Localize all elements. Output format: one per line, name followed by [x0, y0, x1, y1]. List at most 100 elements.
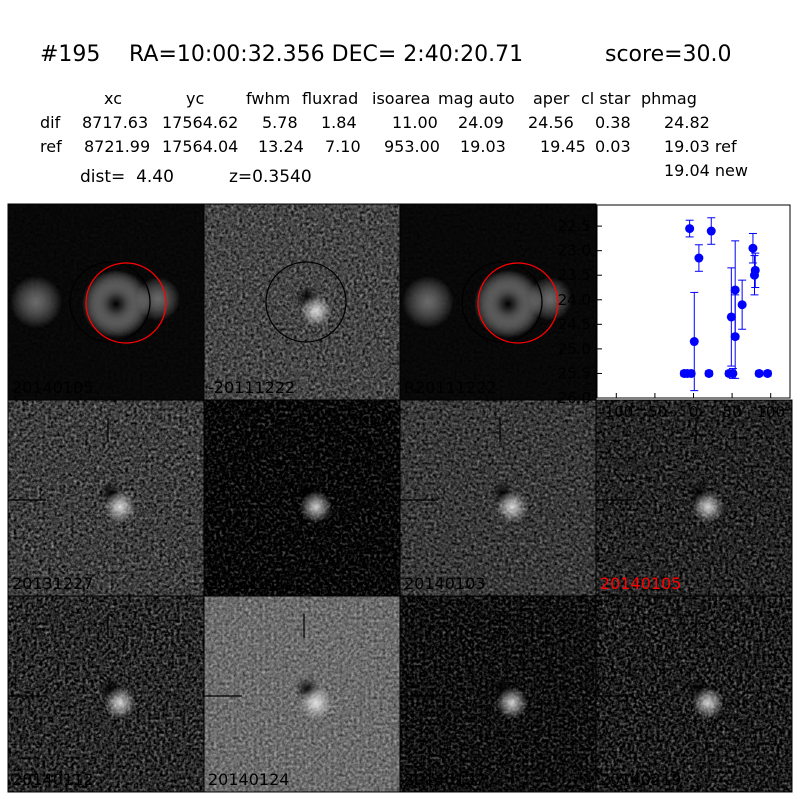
- data-point: [686, 368, 696, 378]
- data-point: [689, 337, 699, 347]
- y-tick-label: 22.5: [558, 217, 591, 235]
- residual-light: [692, 687, 724, 719]
- data-points: [679, 217, 773, 392]
- data-point: [685, 224, 695, 234]
- aperture-circle: [69, 261, 151, 343]
- image-stamp: 20131227: [7, 399, 205, 597]
- y-tick-label: 25.0: [558, 340, 591, 358]
- galaxy: [82, 270, 150, 338]
- column-header: mag auto: [438, 89, 515, 108]
- table-cell: 24.56: [528, 113, 574, 132]
- image-stamp: 20140219: [595, 595, 793, 793]
- image-stamp: 20140105: [595, 399, 793, 597]
- table-cell: 19.45: [540, 137, 586, 156]
- image-stamp: 20140105: [7, 203, 205, 401]
- image-stamp: 20140127: [399, 595, 597, 793]
- table-cell: 8717.63: [82, 113, 149, 132]
- residual-light: [692, 491, 724, 523]
- table-cell: 0.03: [595, 137, 631, 156]
- candidate-id: #195: [40, 42, 101, 67]
- stamp-label: 20131227: [12, 574, 93, 593]
- stamp-label: R20111222: [404, 378, 497, 397]
- stamp-label: 20140219: [600, 770, 681, 789]
- column-header: isoarea: [372, 89, 431, 108]
- stamp-label: 20140105: [12, 378, 93, 397]
- column-header: fluxrad: [302, 89, 359, 108]
- y-tick-label: 23.0: [558, 242, 591, 260]
- image-stamp: R20111222: [399, 203, 597, 401]
- data-point: [754, 368, 764, 378]
- data-point: [730, 285, 740, 295]
- table-cell: 953.00: [384, 137, 440, 156]
- x-tick-label: -50: [643, 403, 668, 421]
- table-cell: 19.03 ref: [664, 137, 737, 156]
- plot-frame: [596, 204, 791, 399]
- x-tick-label: 100: [756, 403, 785, 421]
- residual-light: [496, 687, 528, 719]
- image-stamp: 20140124: [203, 595, 401, 793]
- aperture-circle: [461, 261, 543, 343]
- image-stamp: 20140103: [399, 399, 597, 597]
- table-cell: 17564.62: [162, 113, 239, 132]
- residual-light: [496, 491, 528, 523]
- stamp-label: 20140124: [208, 770, 289, 789]
- image-stamp: 20140112: [7, 595, 205, 793]
- table-cell: 24.82: [664, 113, 710, 132]
- residual-light: [104, 687, 136, 719]
- residual-light: [300, 687, 332, 719]
- row-label: dif: [40, 113, 61, 132]
- data-point: [748, 243, 758, 253]
- table-cell: 13.24: [258, 137, 304, 156]
- stamp-label: 20140112: [12, 770, 93, 789]
- column-header: aper: [533, 89, 570, 108]
- y-tick-label: 23.5: [558, 266, 591, 284]
- residual-light: [300, 491, 332, 523]
- column-header: yc: [186, 89, 205, 108]
- image-stamp: 20131230: [203, 399, 401, 597]
- data-point: [730, 332, 740, 342]
- residual-light: [300, 295, 332, 327]
- galaxy-halo: [402, 276, 454, 328]
- table-cell: 0.38: [595, 113, 631, 132]
- stamp-label: -20111222: [208, 378, 295, 397]
- table-cell: 7.10: [325, 137, 361, 156]
- position-circle: [85, 262, 167, 344]
- plot-background: [597, 205, 790, 398]
- column-header: xc: [104, 89, 122, 108]
- data-point: [750, 265, 760, 275]
- distance: dist= 4.40: [80, 167, 174, 187]
- galaxy: [474, 270, 542, 338]
- data-point: [704, 368, 714, 378]
- table-cell: 24.09: [458, 113, 504, 132]
- x-tick-label: -100: [599, 403, 633, 421]
- y-tick-label: 26.0: [558, 389, 591, 407]
- stamp-border: [595, 595, 793, 793]
- data-point: [706, 226, 716, 236]
- table-cell: 17564.04: [162, 137, 239, 156]
- redshift: z=0.3540: [229, 167, 312, 187]
- column-header: phmag: [641, 89, 697, 108]
- data-point: [763, 368, 773, 378]
- coordinates: RA=10:00:32.356 DEC= 2:40:20.71: [129, 42, 524, 67]
- table-cell: 5.78: [262, 113, 298, 132]
- table-cell: 11.00: [392, 113, 438, 132]
- x-tick-label: 0: [689, 403, 699, 421]
- aperture-circle: [265, 261, 347, 343]
- galaxy-halo: [10, 276, 62, 328]
- column-header: cl star: [581, 89, 631, 108]
- position-circle: [477, 262, 559, 344]
- y-tick-label: 24.0: [558, 291, 591, 309]
- data-point: [737, 300, 747, 310]
- phmag-new: 19.04 new: [664, 161, 748, 180]
- row-label: ref: [40, 137, 62, 156]
- residual-light: [104, 491, 136, 523]
- stamp-label: 20140103: [404, 574, 485, 593]
- y-tick-label: 24.5: [558, 315, 591, 333]
- y-tick-label: 25.5: [558, 364, 591, 382]
- x-tick-label: 50: [723, 403, 742, 421]
- table-cell: 8721.99: [84, 137, 151, 156]
- stamp-label: 20131230: [208, 574, 289, 593]
- table-cell: 1.84: [321, 113, 357, 132]
